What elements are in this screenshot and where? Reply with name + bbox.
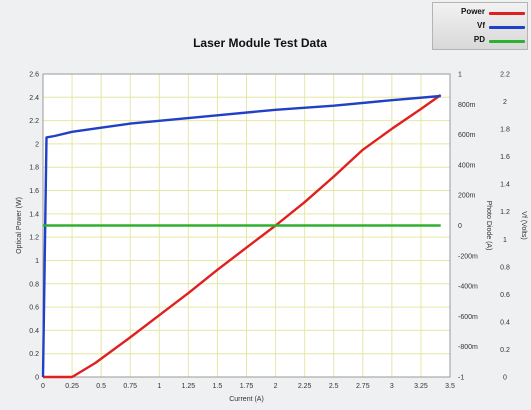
y2-tick-label: 600m	[458, 132, 476, 139]
y-tick-label: 2	[35, 141, 39, 148]
y3-tick-label: 0.8	[500, 264, 510, 271]
legend-label-pd: PD	[473, 35, 485, 44]
y3-tick-label: 0.6	[500, 292, 510, 299]
x-tick-label: 2.75	[356, 383, 370, 390]
y2-tick-label: 200m	[458, 193, 476, 200]
y2-tick-label: 1	[458, 72, 462, 79]
x-axis-label: Current (A)	[229, 396, 264, 403]
y3-tick-label: 0.2	[500, 347, 510, 354]
y3-axis-label: Vf (Volts)	[520, 211, 527, 239]
x-tick-label: 3.5	[445, 383, 455, 390]
x-tick-label: 2	[274, 383, 278, 390]
y3-tick-label: 1.6	[500, 154, 510, 161]
y-tick-label: 0.2	[29, 351, 39, 358]
x-tick-label: 1	[157, 383, 161, 390]
x-tick-label: 0.5	[96, 383, 106, 390]
y2-tick-label: -400m	[458, 284, 478, 291]
y3-tick-label: 0	[503, 375, 507, 382]
y-tick-label: 2.4	[29, 95, 39, 102]
legend-item-vf: Vf	[433, 20, 529, 35]
legend-item-pd: PD	[433, 34, 529, 49]
x-tick-label: 1.5	[213, 383, 223, 390]
y3-tick-label: 0.4	[500, 319, 510, 326]
y2-tick-label: -1	[458, 375, 464, 382]
x-tick-label: 0	[41, 383, 45, 390]
legend-swatch-pd	[489, 40, 525, 43]
y3-tick-label: 1.8	[500, 127, 510, 134]
series-line-vf	[41, 94, 441, 378]
y-axis-label: Optical Power (W)	[16, 197, 23, 254]
x-tick-label: 1.25	[182, 383, 196, 390]
x-tick-label: 1.75	[240, 383, 254, 390]
chart-title: Laser Module Test Data	[193, 36, 327, 50]
legend-swatch-power	[489, 12, 525, 15]
x-tick-label: 2.25	[298, 383, 312, 390]
y3-tick-label: 2	[503, 99, 507, 106]
y2-axis-label: Photo Diode (A)	[485, 201, 492, 251]
y3-tick-label: 1.4	[500, 182, 510, 189]
y-tick-label: 0.6	[29, 305, 39, 312]
y2-tick-label: -800m	[458, 344, 478, 351]
y2-tick-label: 400m	[458, 162, 476, 169]
y-tick-label: 2.6	[29, 72, 39, 79]
legend-label-vf: Vf	[477, 21, 485, 30]
legend-label-power: Power	[460, 7, 485, 16]
y-tick-label: 1.4	[29, 211, 39, 218]
y2-tick-label: 0	[458, 223, 462, 230]
y2-tick-label: -200m	[458, 253, 478, 260]
y-tick-label: 2.2	[29, 118, 39, 125]
y2-tick-label: -600m	[458, 314, 478, 321]
legend: Power Vf PD	[432, 2, 528, 50]
y3-tick-label: 1.2	[500, 209, 510, 216]
legend-swatch-vf	[489, 26, 525, 29]
x-tick-label: 2.5	[329, 383, 339, 390]
y-tick-label: 1.6	[29, 188, 39, 195]
y2-tick-label: 800m	[458, 102, 476, 109]
y3-tick-label: 1	[503, 237, 507, 244]
y3-tick-label: 2.2	[500, 72, 510, 79]
y-tick-label: 1	[35, 258, 39, 265]
y-tick-label: 1.2	[29, 235, 39, 242]
y-tick-label: 1.8	[29, 165, 39, 172]
x-tick-label: 3.25	[414, 383, 428, 390]
x-tick-label: 0.25	[65, 383, 79, 390]
y-tick-label: 0.4	[29, 328, 39, 335]
legend-item-power: Power	[433, 6, 529, 21]
y-tick-label: 0.8	[29, 281, 39, 288]
series-line-power	[43, 94, 442, 379]
x-tick-label: 0.75	[123, 383, 137, 390]
x-tick-label: 3	[390, 383, 394, 390]
y-tick-label: 0	[35, 375, 39, 382]
